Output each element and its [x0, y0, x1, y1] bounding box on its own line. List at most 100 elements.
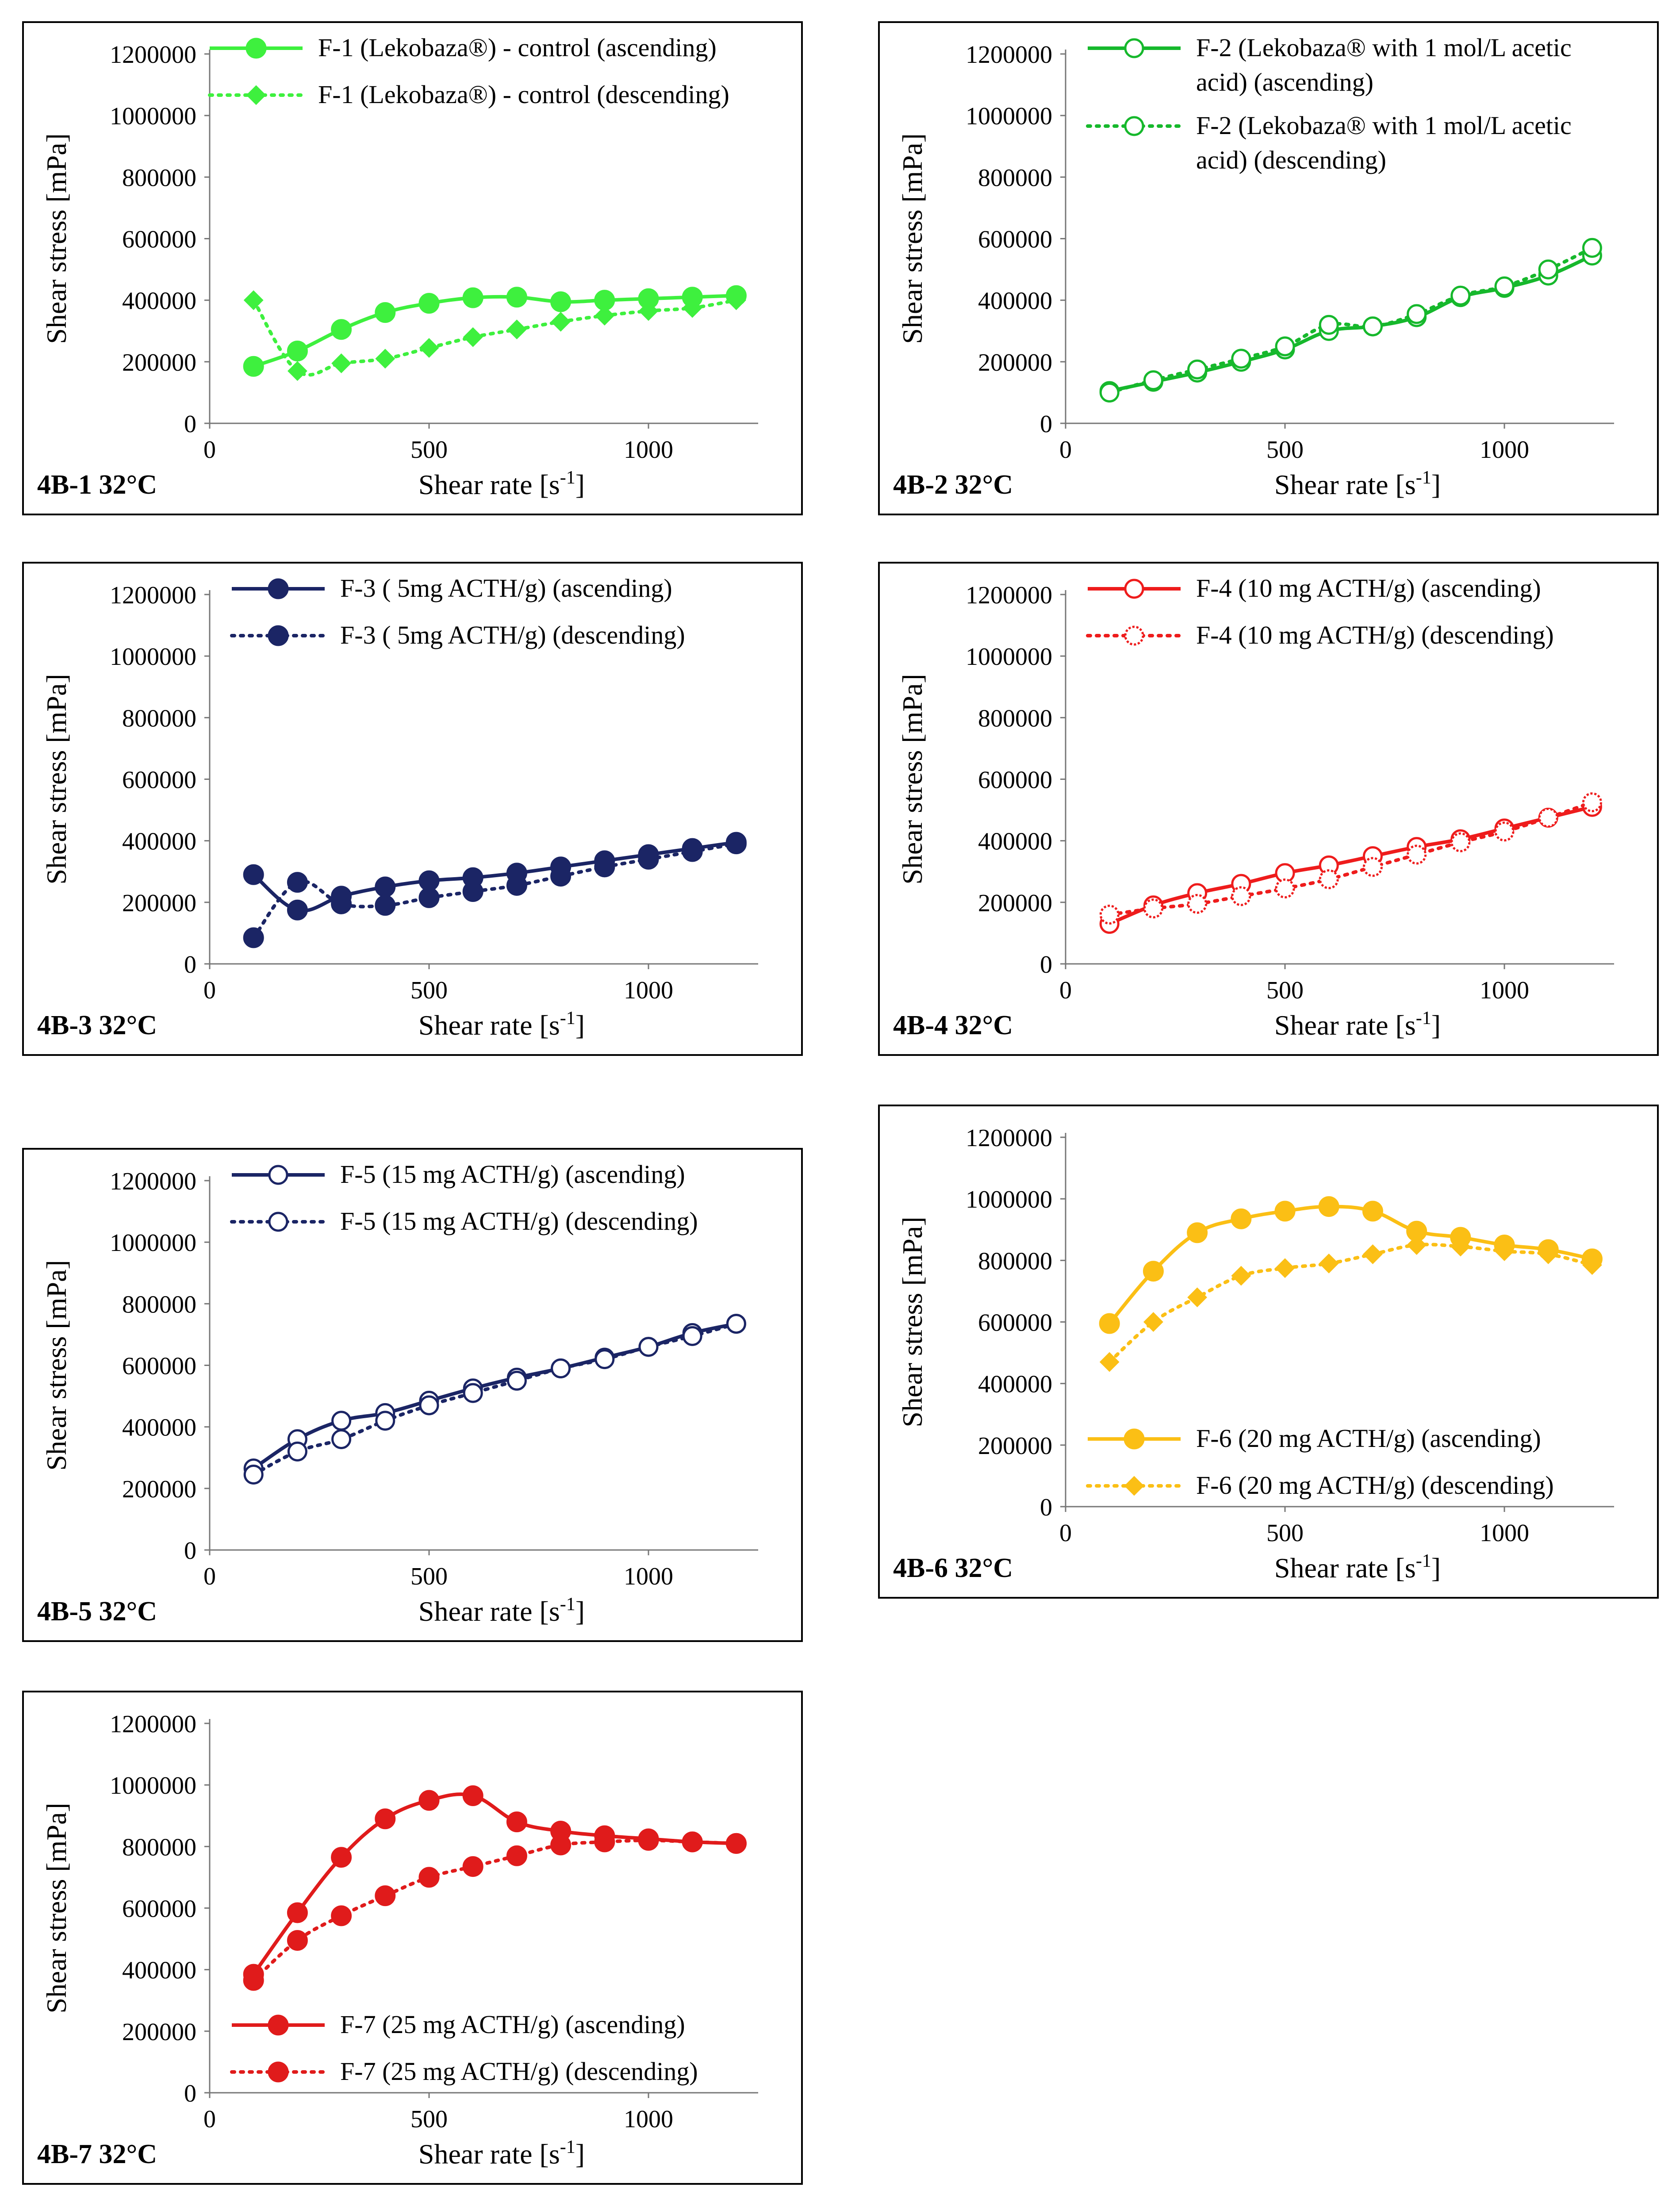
4b-5-x-axis-title: Shear rate [s-1]	[418, 1594, 585, 1627]
4b-7-xtick-label: 0	[203, 2106, 216, 2133]
4b-2-series-2-line	[1108, 246, 1594, 395]
4b-4-y-axis-title: Shear stress [mPa]	[897, 674, 928, 884]
4b-6-series-2-point-9	[1450, 1236, 1471, 1257]
4b-3-series-2-point-3	[331, 893, 352, 914]
4b-6-legend-label-1: F-6 (20 mg ACTH/g) (ascending)	[1196, 1424, 1541, 1453]
4b-1-ytick-label: 200000	[122, 349, 196, 376]
4b-4-ytick-label: 600000	[978, 767, 1052, 794]
4b-4-series-2-point-7	[1362, 857, 1383, 877]
4b-2-legend-marker-2	[1124, 116, 1144, 136]
4b-4-series-2-point-10	[1494, 821, 1515, 842]
4b-1-series-1	[243, 285, 747, 377]
4b-4-legend-marker-2	[1124, 625, 1144, 646]
4b-4-series-2-point-9	[1450, 832, 1471, 852]
panel-4b-6: 0 200000 400000 600000 800000 1000000 1200000 0…	[878, 1105, 1659, 1599]
4b-2-series-2	[1099, 238, 1602, 403]
4b-7-series-2-line	[252, 1838, 738, 1983]
4b-5-legend: F-5 (15 mg ACTH/g) (ascending) F-5 (15 mg…	[230, 1160, 698, 1235]
4b-7-ytick-label: 800000	[122, 1834, 196, 1861]
4b-5-series-2-point-12	[726, 1314, 746, 1334]
4b-2-xtick-label: 500	[1266, 436, 1304, 464]
4b-2-series-2-point-10	[1494, 276, 1515, 296]
4b-6-series-1-point-5	[1274, 1201, 1296, 1222]
4b-6-series-2-point-6	[1319, 1253, 1339, 1274]
4b-5-series-2-point-5	[419, 1395, 439, 1416]
4b-7-series-2-point-1	[243, 1970, 264, 1991]
4b-4-legend: F-4 (10 mg ACTH/g) (ascending) F-4 (10 mg…	[1086, 574, 1554, 649]
4b-1-xtick-label: 0	[203, 436, 216, 464]
4b-7-legend: F-7 (25 mg ACTH/g) (ascending) F-7 (25 mg…	[230, 2010, 698, 2086]
4b-6-legend-marker-1	[1124, 1428, 1145, 1450]
4b-5-legend-marker-2	[268, 1212, 288, 1232]
4b-2-ytick-label: 0	[1040, 411, 1052, 438]
panel-4b-7: 0 200000 400000 600000 800000 1000000 1200000 0…	[22, 1691, 803, 2185]
4b-4-panel-label: 4B-4 32°C	[893, 1010, 1013, 1040]
4b-3-ytick-label: 1000000	[110, 643, 196, 671]
4b-1-series-1-point-1	[243, 356, 264, 377]
4b-4-ytick-label: 0	[1040, 951, 1052, 978]
4b-2-series-2-point-1	[1099, 382, 1120, 403]
4b-1-ytick-label: 1200000	[110, 41, 196, 69]
4b-4-series-2-point-12	[1582, 792, 1602, 813]
4b-4-series-2-point-8	[1407, 844, 1427, 865]
4b-1-series-2-point-11	[682, 298, 702, 318]
4b-1-series-2-point-2	[287, 361, 307, 381]
4b-5-legend-label-1: F-5 (15 mg ACTH/g) (ascending)	[340, 1160, 685, 1189]
4b-1-y-axis-title: Shear stress [mPa]	[41, 133, 72, 344]
4b-5-series-2-point-1	[243, 1465, 264, 1485]
4b-7-series-2-point-3	[331, 1905, 352, 1926]
4b-2-series-2-point-3	[1187, 359, 1208, 380]
4b-5-ytick-label: 400000	[122, 1414, 196, 1442]
4b-6-legend-marker-2	[1124, 1476, 1144, 1496]
4b-4-ytick-label: 1000000	[966, 643, 1052, 671]
4b-7-series-1-point-6	[462, 1785, 483, 1807]
4b-7-xtick-label: 1000	[624, 2106, 673, 2133]
4b-2-series-1-line	[1109, 254, 1593, 393]
4b-3-ytick-label: 400000	[122, 828, 196, 856]
4b-3-series-2-point-7	[506, 875, 527, 896]
4b-3-xtick-label: 1000	[624, 977, 673, 1004]
4b-2-legend-label-2: F-2 (Lekobaza® with 1 mol/L acetic	[1196, 111, 1572, 140]
4b-7-series-2-point-5	[418, 1867, 440, 1888]
4b-6-ytick-label: 1000000	[966, 1186, 1052, 1213]
4b-5-ytick-label: 600000	[122, 1353, 196, 1380]
4b-5-legend-label-2: F-5 (15 mg ACTH/g) (descending)	[340, 1207, 698, 1235]
4b-1-series-2-point-5	[419, 338, 439, 358]
4b-6-ytick-label: 800000	[978, 1247, 1052, 1275]
4b-7-ytick-label: 200000	[122, 2018, 196, 2046]
4b-5-series-2-point-11	[682, 1326, 702, 1346]
4b-5-series-2	[243, 1314, 746, 1485]
4b-5-xtick-label: 1000	[624, 1563, 673, 1590]
4b-6-x-axis-title: Shear rate [s-1]	[1274, 1551, 1441, 1584]
4b-7-series-1-point-4	[375, 1808, 396, 1830]
4b-3-xtick-label: 500	[410, 977, 448, 1004]
4b-5-ytick-label: 200000	[122, 1476, 196, 1503]
4b-7-xtick-label: 500	[410, 2106, 448, 2133]
4b-4-xtick-label: 1000	[1480, 977, 1529, 1004]
4b-5-legend-marker-1	[268, 1165, 288, 1185]
chart-4b-6: 0 200000 400000 600000 800000 1000000 1200000 0…	[893, 1124, 1614, 1584]
4b-6-series-2-point-7	[1362, 1244, 1383, 1264]
4b-3-ytick-label: 200000	[122, 890, 196, 917]
4b-3-series-1-point-1	[243, 864, 264, 885]
4b-5-series-2-point-4	[375, 1411, 395, 1431]
4b-7-series-2-point-9	[594, 1831, 615, 1853]
4b-5-series-2-point-6	[463, 1383, 483, 1403]
4b-6-series-1-point-4	[1231, 1208, 1252, 1229]
4b-4-legend-marker-1	[1124, 579, 1144, 599]
4b-6-legend: F-6 (20 mg ACTH/g) (ascending) F-6 (20 mg…	[1086, 1424, 1554, 1500]
4b-2-xtick-label: 1000	[1480, 436, 1529, 464]
4b-6-series-1-point-6	[1318, 1196, 1339, 1217]
chart-4b-2: 0 200000 400000 600000 800000 1000000 1200000 0…	[893, 33, 1614, 500]
4b-1-series-2-point-10	[638, 301, 659, 321]
4b-3-series-1	[243, 832, 747, 921]
4b-1-series-2-point-1	[243, 290, 264, 311]
4b-6-legend-label-2: F-6 (20 mg ACTH/g) (descending)	[1196, 1471, 1554, 1500]
4b-1-ytick-label: 600000	[122, 226, 196, 253]
4b-4-ytick-label: 200000	[978, 890, 1052, 917]
4b-1-series-1-point-8	[550, 291, 572, 312]
4b-3-series-2-point-9	[594, 856, 615, 878]
4b-4-ytick-label: 800000	[978, 705, 1052, 732]
4b-6-y-axis-title: Shear stress [mPa]	[897, 1216, 928, 1427]
4b-3-series-2-point-6	[462, 881, 483, 902]
